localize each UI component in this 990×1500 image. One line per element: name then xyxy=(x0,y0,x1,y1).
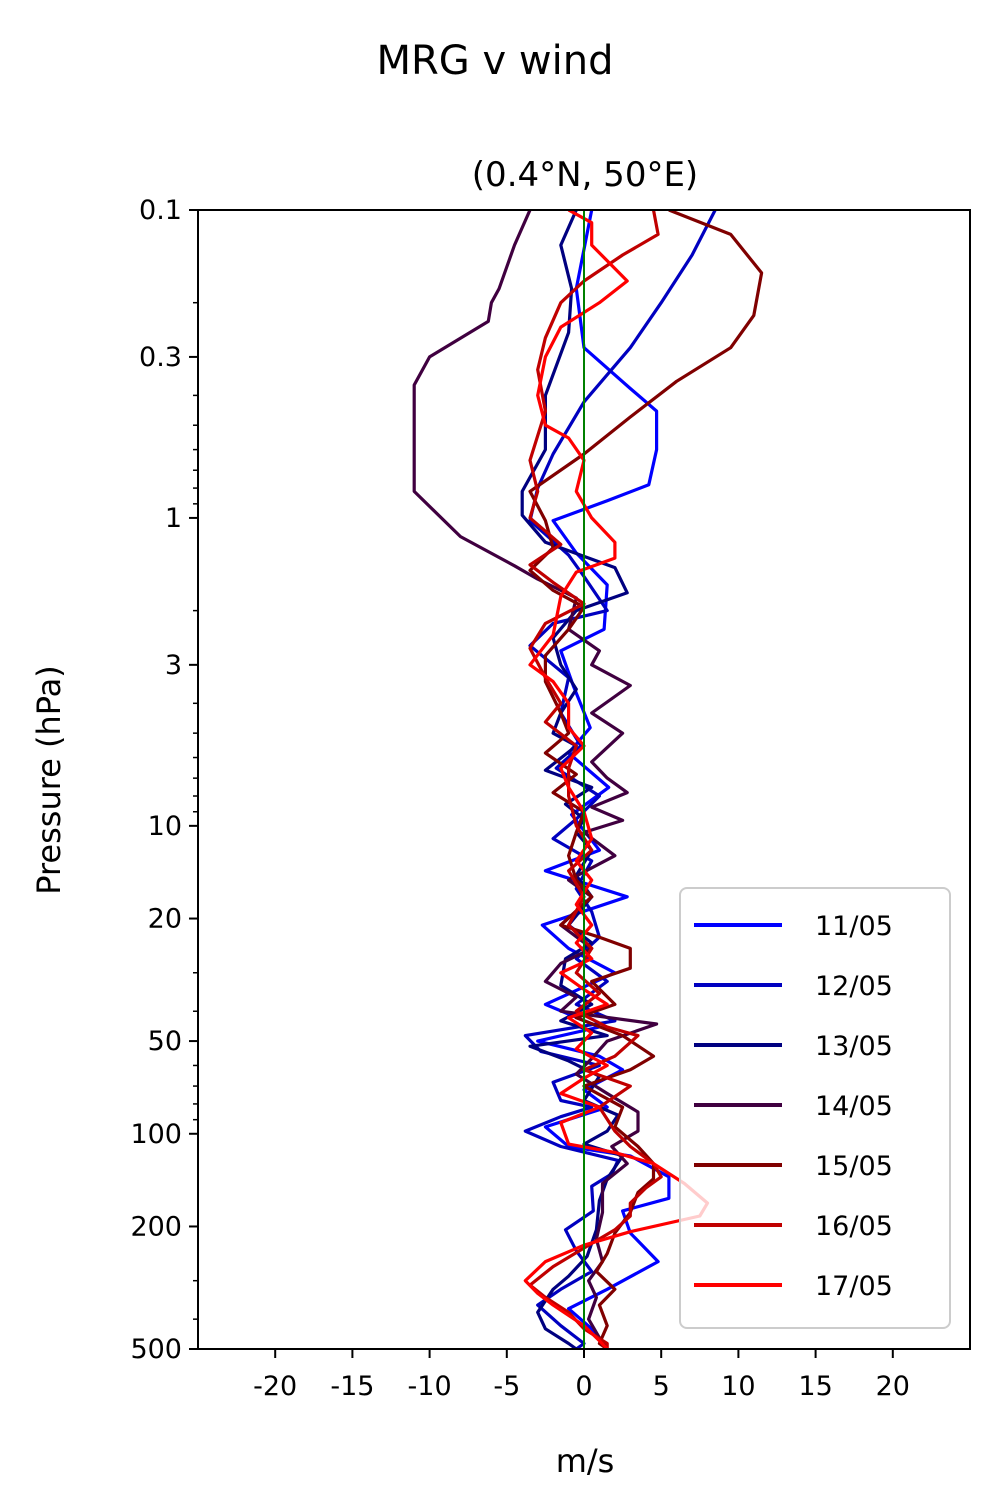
series-layer xyxy=(412,210,764,1349)
legend-label: 15/05 xyxy=(815,1151,893,1182)
legend-label: 13/05 xyxy=(815,1031,893,1062)
axis-layer: -20 -15 -10 -5 0 5 10 15 20 0.1 0.3 1 3 10 20 50 100 200 5… xyxy=(130,195,910,1402)
x-tick-label: 0 xyxy=(575,1371,592,1402)
y-tick-label: 3 xyxy=(165,650,182,681)
y-tick-label: 50 xyxy=(148,1026,182,1057)
x-tick-label: -5 xyxy=(493,1371,520,1402)
legend: 11/05 12/05 13/05 14/05 15/05 16/05 17/05 xyxy=(679,887,951,1329)
series-line-5 xyxy=(528,210,663,1349)
y-tick-label: 100 xyxy=(130,1119,182,1150)
y-tick-label: 500 xyxy=(130,1334,182,1365)
legend-label: 16/05 xyxy=(815,1211,893,1242)
y-tick-label: 0.3 xyxy=(139,342,182,373)
y-tick-label: 20 xyxy=(148,904,182,935)
x-tick-label: 15 xyxy=(798,1371,832,1402)
x-axis-label: m/s xyxy=(556,1442,615,1480)
legend-label: 12/05 xyxy=(815,971,893,1002)
x-tick-label: 5 xyxy=(653,1371,670,1402)
legend-box xyxy=(679,887,951,1329)
x-tick-label: 10 xyxy=(721,1371,755,1402)
y-axis-label: Pressure (hPa) xyxy=(30,665,68,895)
legend-label: 14/05 xyxy=(815,1091,893,1122)
chart-title: MRG v wind xyxy=(377,38,614,84)
y-tick-label: 10 xyxy=(148,811,182,842)
series-line-0 xyxy=(536,210,671,1349)
y-tick-label: 200 xyxy=(130,1211,182,1242)
y-tick-label: 0.1 xyxy=(139,195,182,226)
x-tick-label: -15 xyxy=(330,1371,374,1402)
x-tick-label: -10 xyxy=(408,1371,452,1402)
legend-label: 11/05 xyxy=(815,911,893,942)
series-line-3 xyxy=(412,210,659,1349)
x-tick-label: 20 xyxy=(876,1371,910,1402)
legend-label: 17/05 xyxy=(815,1271,893,1302)
chart-subtitle: (0.4°N, 50°E) xyxy=(472,155,698,195)
y-tick-label: 1 xyxy=(165,503,182,534)
x-tick-label: -20 xyxy=(253,1371,297,1402)
series-line-1 xyxy=(523,210,717,1349)
